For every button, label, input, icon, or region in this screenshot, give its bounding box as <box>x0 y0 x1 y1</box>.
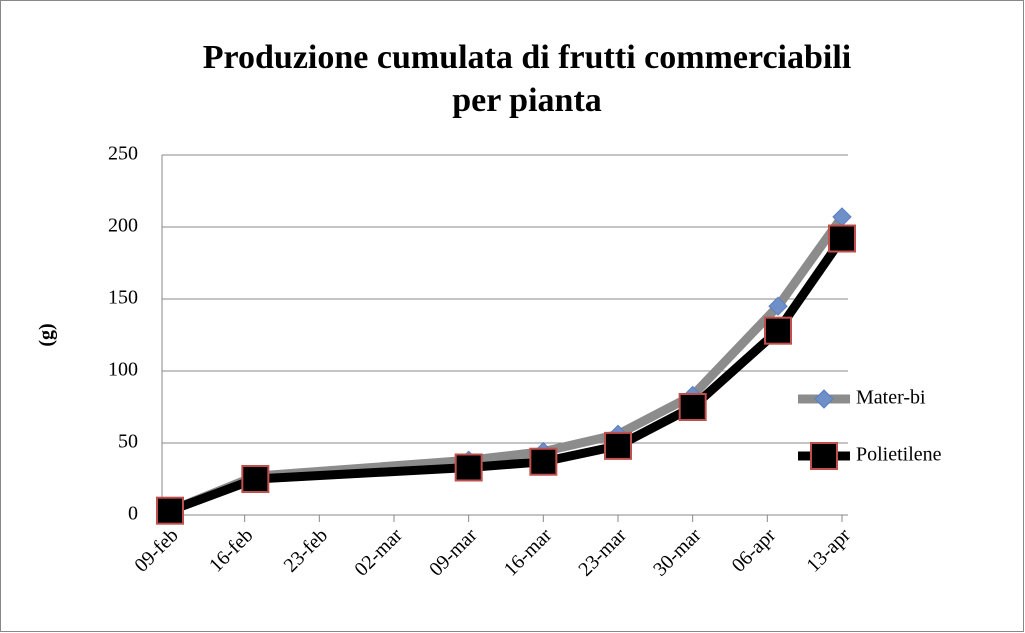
data-point <box>529 447 558 476</box>
data-point <box>678 393 707 421</box>
y-tick-label: 200 <box>108 215 138 237</box>
y-axis-label: (g) <box>36 323 58 346</box>
y-tick-label: 50 <box>118 431 138 453</box>
data-point <box>241 465 270 493</box>
legend-label: Mater-bi <box>856 387 926 409</box>
data-point <box>604 431 632 460</box>
series-line <box>168 235 846 515</box>
legend-marker <box>810 442 838 470</box>
data-point <box>768 296 788 316</box>
y-tick-label: 100 <box>108 359 138 381</box>
y-tick-label: 250 <box>108 143 138 165</box>
data-point <box>454 453 483 482</box>
chart-title: per pianta <box>452 82 602 119</box>
chart-title: Produzione cumulata di frutti commerciab… <box>203 39 851 76</box>
y-tick-label: 0 <box>128 503 138 525</box>
legend-label: Polietilene <box>856 444 942 466</box>
data-point <box>764 316 792 345</box>
data-point <box>156 496 184 525</box>
data-point <box>828 224 856 253</box>
legend-marker <box>814 389 834 409</box>
y-tick-label: 150 <box>108 287 138 309</box>
